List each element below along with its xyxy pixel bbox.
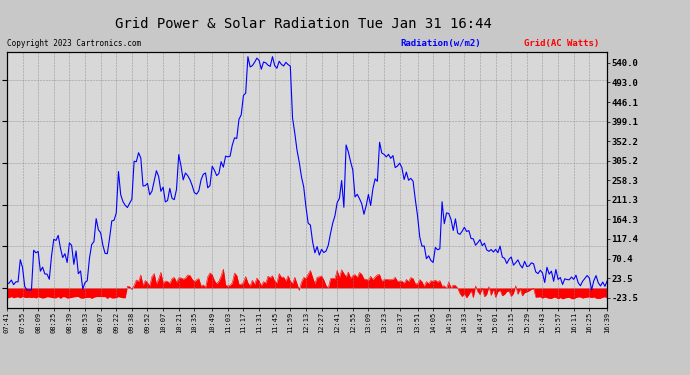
Text: Copyright 2023 Cartronics.com: Copyright 2023 Cartronics.com (7, 39, 141, 48)
Text: Radiation(w/m2): Radiation(w/m2) (400, 39, 481, 48)
Text: Grid Power & Solar Radiation Tue Jan 31 16:44: Grid Power & Solar Radiation Tue Jan 31 … (115, 17, 492, 31)
Text: Grid(AC Watts): Grid(AC Watts) (524, 39, 600, 48)
